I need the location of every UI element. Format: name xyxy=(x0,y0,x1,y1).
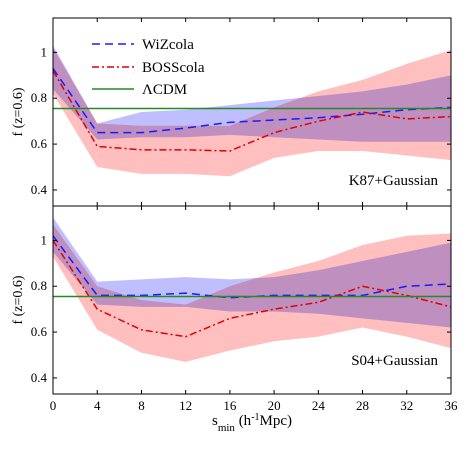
x-tick-label: 28 xyxy=(356,398,369,413)
y-tick-label: 1 xyxy=(41,232,48,247)
y-axis-label-bottom: f (z=0.6) xyxy=(11,275,26,324)
series-line-wizcola-top xyxy=(53,68,451,134)
y-tick-label: 0.6 xyxy=(31,136,48,151)
panel-label-bottom: S04+Gaussian xyxy=(351,353,438,369)
y-tick-label: 0.8 xyxy=(31,90,47,105)
ticks-top: 0.4 0.6 0.8 1 xyxy=(31,18,452,206)
x-tick-label: 36 xyxy=(445,398,459,413)
x-tick-label: 16 xyxy=(223,398,237,413)
y-tick-label: 0.6 xyxy=(31,324,48,339)
y-axis-label-top: f (z=0.6) xyxy=(11,87,26,136)
panel-top: 0.4 0.6 0.8 1 f (z=0.6) K87+Gaussian WiZcol… xyxy=(11,17,452,207)
bands-bottom xyxy=(53,217,451,362)
x-tick-label: 8 xyxy=(138,398,145,413)
series-line-bosscola-bot xyxy=(53,239,451,338)
legend-label-bosscola: BOSScola xyxy=(142,60,205,76)
bands-top xyxy=(53,45,451,177)
x-tick-label: 4 xyxy=(94,398,101,413)
x-tick-label: 24 xyxy=(312,398,326,413)
legend: WiZcola BOSScola ΛCDM xyxy=(92,37,205,98)
legend-label-lcdm: ΛCDM xyxy=(142,82,187,98)
x-tick-label: 0 xyxy=(50,398,57,413)
y-tick-label: 1 xyxy=(41,44,48,59)
series-line-wizcola-bot xyxy=(53,235,451,299)
band-bosscola-bot xyxy=(53,224,451,362)
axes-frame-bottom xyxy=(52,205,452,395)
panel-label-top: K87+Gaussian xyxy=(349,173,439,189)
y-tick-label: 0.8 xyxy=(31,278,47,293)
lines-top xyxy=(53,68,451,152)
series-line-bosscola-top xyxy=(53,70,451,152)
legend-label-wizcola: WiZcola xyxy=(142,37,194,53)
ticks-bottom: 0.4 0.6 0.8 1 0 4 8 12 16 20 24 28 32 36 xyxy=(31,206,458,413)
x-tick-label: 20 xyxy=(268,398,281,413)
y-tick-label: 0.4 xyxy=(31,182,48,197)
band-bosscola-top xyxy=(53,47,451,177)
x-axis-label: smin (h-1Mpc) xyxy=(212,412,292,435)
y-tick-label: 0.4 xyxy=(31,370,48,385)
x-tick-label: 12 xyxy=(179,398,192,413)
x-tick-label: 32 xyxy=(400,398,413,413)
panel-bottom: 0.4 0.6 0.8 1 0 4 8 12 16 20 24 28 32 36 f (z=0.6) S0… xyxy=(11,205,458,413)
lines-bottom xyxy=(53,235,451,338)
